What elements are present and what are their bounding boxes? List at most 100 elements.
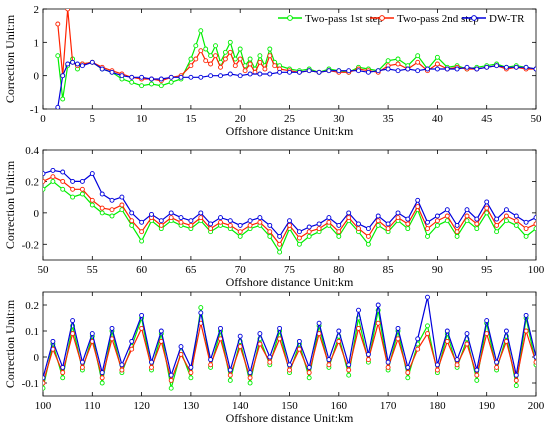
data-point [99,375,105,381]
data-point [222,56,228,62]
data-point [425,233,430,239]
data-point [247,218,253,224]
data-point [326,215,332,221]
x-tick-label: 200 [528,400,545,412]
data-point [109,197,115,203]
data-point [168,215,174,221]
data-point [227,218,233,224]
data-point [484,331,490,337]
data-point [188,364,194,370]
data-point [405,375,411,381]
x-tick-label: 110 [84,400,101,412]
x-tick-label: 160 [331,400,348,412]
data-point [149,359,154,365]
data-point [188,375,194,381]
y-tick-label: -0.1 [22,378,39,390]
legend-item: Two-pass 2nd step [370,13,479,25]
x-tick-label: 140 [232,400,249,412]
data-point [395,68,401,74]
series-line [57,61,536,108]
data-point [60,370,66,376]
data-point [336,338,342,344]
data-point [257,219,263,225]
data-point [208,73,214,79]
data-point [43,186,46,192]
data-point [375,218,381,224]
data-point [203,46,209,52]
data-point [79,186,85,192]
data-point [242,68,248,74]
y-tick-label: -0.2 [22,239,39,251]
data-point [405,370,411,376]
data-point [494,216,500,222]
data-point [287,367,292,373]
data-point [474,372,480,378]
data-point [89,197,95,203]
x-tick-label: 190 [478,400,495,412]
data-point [503,328,509,334]
data-point [523,219,529,225]
x-tick-label: 50 [38,264,50,276]
data-point [346,367,352,373]
data-point [296,229,302,235]
data-point [513,372,519,378]
data-point [533,215,536,221]
data-point [149,211,154,217]
data-point [65,61,71,67]
data-point [346,210,352,216]
data-point [306,375,312,381]
data-point [70,59,76,65]
data-point [158,83,164,89]
data-point [346,215,352,221]
data-point [60,178,66,184]
data-point [178,351,184,357]
legend-marker [471,15,477,21]
data-point [454,233,460,239]
legend-item: DW-TR [462,13,525,25]
data-point [79,63,85,69]
data-point [198,215,204,221]
data-point [193,56,199,62]
data-point [89,59,95,65]
data-point [306,233,312,239]
data-point [79,359,85,365]
data-point [306,364,312,370]
data-point [484,205,490,211]
data-point [188,218,194,224]
data-point [365,357,371,363]
data-point [208,357,214,363]
data-point [257,59,263,65]
data-point [109,213,115,219]
data-point [208,53,214,59]
data-point [336,222,342,228]
data-point [193,43,199,49]
data-point [425,331,430,337]
x-tick-label: 40 [432,113,444,125]
data-point [129,74,135,80]
y-tick-label: 0.2 [25,300,39,312]
x-tick-label: 70 [235,264,247,276]
data-point [306,370,312,376]
data-point [129,218,135,224]
data-point [203,58,209,64]
data-point [385,66,391,72]
data-point [523,233,529,239]
data-point [50,178,56,184]
data-point [227,372,233,378]
series-2 [43,320,536,386]
data-point [139,312,145,318]
x-axis-label: Offshore distance Unit:km [226,124,354,138]
data-point [326,219,332,225]
data-point [109,325,115,331]
data-point [385,226,391,232]
y-tick-label: 0.4 [25,145,39,157]
data-point [277,69,283,75]
data-point [218,64,223,70]
data-point [454,66,460,72]
data-point [503,338,509,344]
data-point [434,362,440,368]
data-point [139,74,145,80]
data-point [425,66,430,72]
data-point [237,333,243,339]
data-point [296,69,302,75]
